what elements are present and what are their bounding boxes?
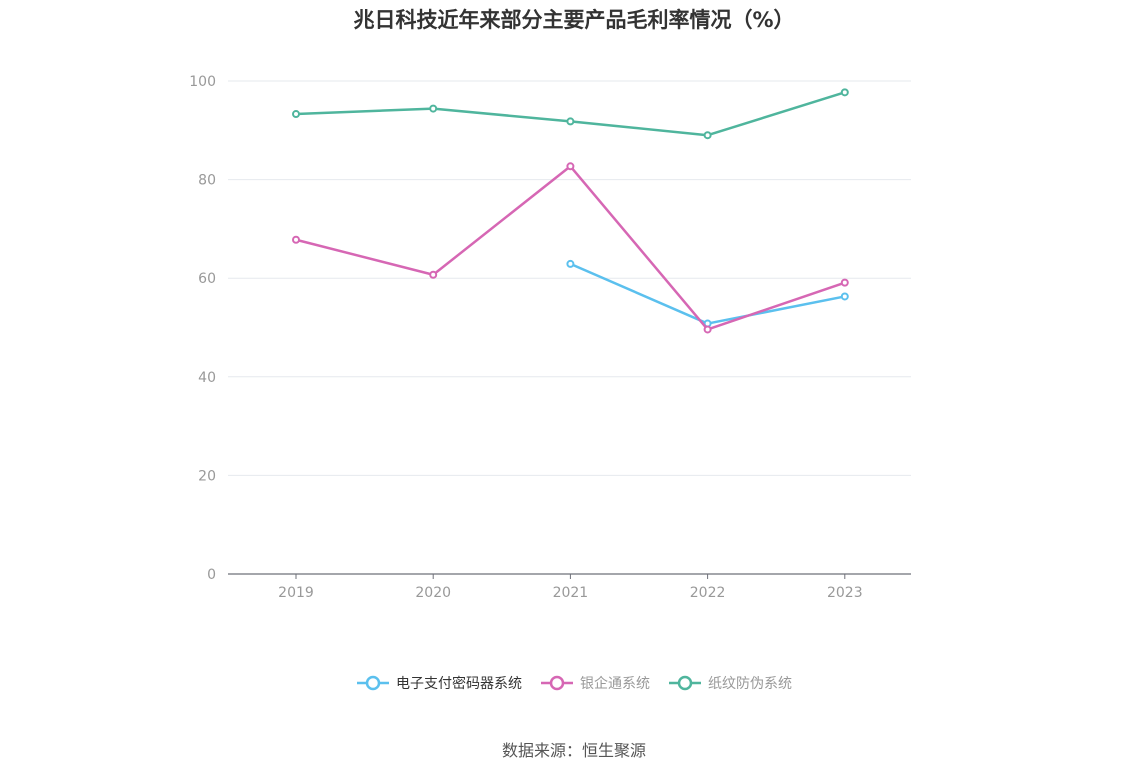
series-layer [292,88,849,334]
data-point-1 [840,278,849,287]
y-tick-label: 40 [198,370,216,386]
grid-layer [228,80,911,476]
legend-item-1[interactable]: 银企通系统 [540,673,650,693]
series-line-1 [295,165,846,331]
y-tick-label: 20 [198,468,216,484]
x-tick-label: 2019 [278,585,314,601]
data-point-2 [703,131,712,140]
y-tick-label: 0 [207,567,216,583]
x-tick-label: 2023 [827,585,863,601]
line-chart: 0 20 40 60 80 100 2019 2020 2021 2022 2023 [189,74,911,601]
x-tick-label: 2020 [415,585,451,601]
legend-label-1: 银企通系统 [580,676,650,692]
data-point-2 [292,110,300,119]
data-point-0 [840,292,849,301]
x-tick-label: 2021 [553,585,589,601]
legend-swatch-marker-2 [677,675,693,691]
series-0 [566,259,849,328]
data-point-0 [566,259,575,268]
axis-layer: 0 20 40 60 80 100 2019 2020 2021 2022 2023 [189,74,911,601]
x-tick-label: 2022 [690,585,726,601]
y-tick-label: 100 [189,74,216,90]
data-source: 数据来源：恒生聚源 [501,741,646,760]
legend-label-2: 纸纹防伪系统 [708,676,792,692]
legend-swatch-1 [541,675,573,691]
data-point-2 [840,88,849,97]
series-line-2 [295,91,846,137]
legend-item-0[interactable]: 电子支付密码器系统 [356,673,522,693]
series-line-0 [569,262,846,325]
data-point-1 [566,162,575,171]
chart-title: 兆日科技近年来部分主要产品毛利率情况（%） [353,8,795,32]
series-2 [292,88,849,140]
series-1 [292,162,849,334]
data-point-1 [703,325,712,334]
legend-swatch-2 [669,675,701,691]
legend-swatch-marker-1 [549,675,565,691]
data-point-1 [429,270,438,279]
legend: 电子支付密码器系统 银企通系统 纸纹防伪系统 [0,673,1148,693]
data-point-2 [566,117,575,126]
legend-swatch-0 [357,675,389,691]
data-point-2 [429,104,438,113]
legend-label-0: 电子支付密码器系统 [396,676,522,692]
y-tick-label: 80 [198,173,216,189]
legend-item-2[interactable]: 纸纹防伪系统 [668,673,792,693]
legend-swatch-marker-0 [365,675,381,691]
y-tick-label: 60 [198,271,216,287]
data-point-1 [292,235,300,244]
